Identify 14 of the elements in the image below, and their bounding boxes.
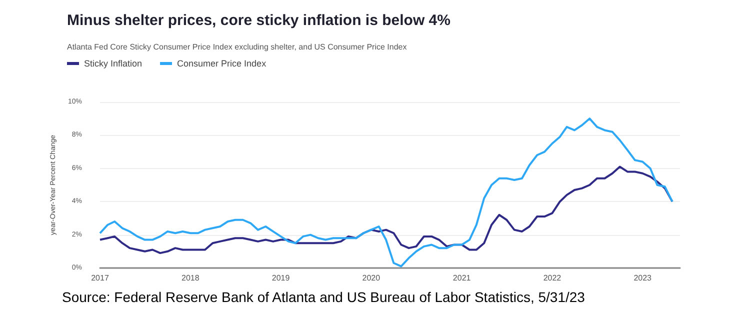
x-tick-label: 2023: [634, 274, 652, 282]
line-series: [99, 166, 674, 254]
x-tick-label: 2018: [181, 274, 200, 282]
x-tick-label: 2022: [543, 274, 562, 282]
x-tick-label: 2019: [272, 274, 290, 282]
x-tick-label: 2020: [362, 274, 381, 282]
source-note: Source: Federal Reserve Bank of Atlanta and US Bureau of Labor Statistics, 5/31/23: [62, 289, 586, 305]
x-tick-label: 2017: [91, 274, 110, 282]
legend-label: Sticky Inflation: [84, 58, 142, 68]
chart-subtitle: Atlanta Fed Core Sticky Consumer Price Index excluding shelter, and US Consumer Price Index: [67, 42, 407, 52]
chart-title: Minus shelter prices, core sticky inflation is below 4%: [67, 12, 450, 29]
legend-label: Consumer Price Index: [177, 58, 267, 68]
line-series: [99, 118, 674, 268]
x-tick-label: 2021: [452, 274, 472, 282]
